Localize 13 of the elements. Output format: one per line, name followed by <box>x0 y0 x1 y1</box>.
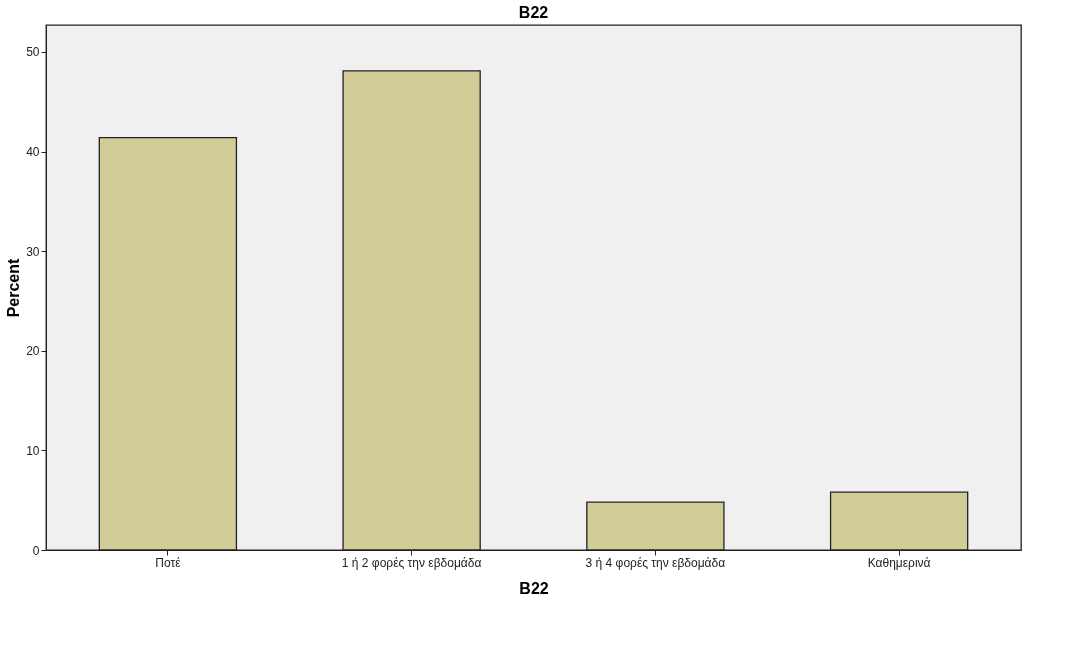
y-tick-label: 50 <box>26 45 40 60</box>
x-tick-label: Καθημερινά <box>867 555 931 570</box>
y-tick-label: 0 <box>32 543 40 558</box>
x-tick-label: 1 ή 2 φορές την εβδομάδα <box>341 555 482 570</box>
x-tick-label: 3 ή 4 φορές την εβδομάδα <box>585 555 726 570</box>
x-axis-title: B22 <box>519 579 549 597</box>
chart-title: B22 <box>518 4 549 21</box>
y-axis-title: Percent <box>5 257 23 318</box>
x-tick-label: Ποτέ <box>155 555 182 570</box>
y-tick-label: 30 <box>26 244 40 259</box>
y-tick-label: 10 <box>26 443 40 458</box>
y-tick-label: 40 <box>26 145 40 160</box>
y-tick-label: 20 <box>26 344 40 359</box>
